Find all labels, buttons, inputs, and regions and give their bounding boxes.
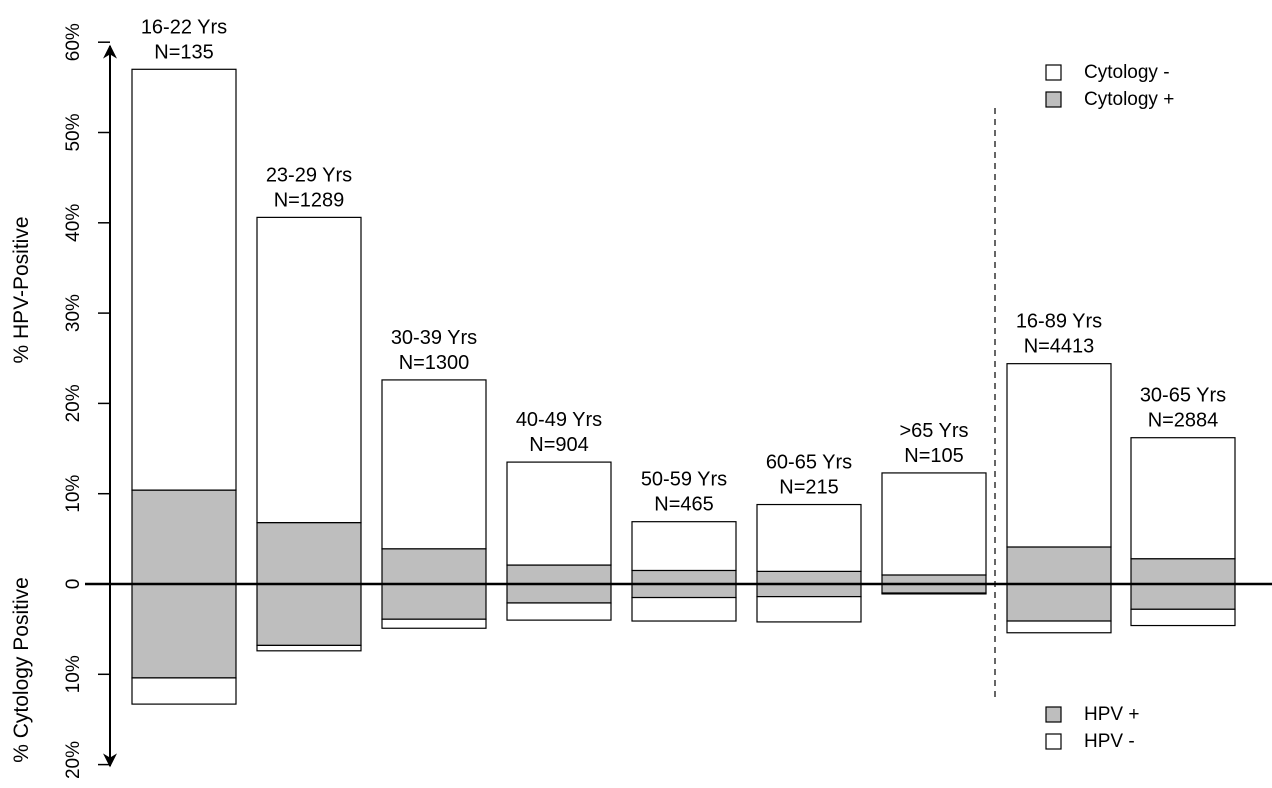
bar-hpv-negative: [131, 677, 237, 705]
lower-axis-title: % Cytology Positive: [10, 577, 33, 763]
legend-swatch: [1045, 91, 1062, 108]
bar-cytology-negative: [381, 379, 487, 550]
bars-group: [131, 68, 1236, 705]
bar-hpv-positive: [131, 583, 237, 679]
bar-age-label: 40-49 Yrs: [516, 409, 602, 431]
y-tick-label: 10%: [63, 475, 84, 513]
y-tick-label: 0: [63, 579, 84, 590]
bar-cytology-negative: [131, 68, 237, 491]
y-tick-label: 20%: [63, 741, 84, 779]
bar-hpv-positive: [756, 583, 862, 598]
bar-n-label: N=1300: [399, 352, 470, 374]
bar-age-label: 16-22 Yrs: [141, 16, 227, 38]
bar-n-label: N=904: [529, 434, 589, 456]
bar-cytology-negative: [1130, 437, 1236, 560]
legend-label: HPV +: [1084, 704, 1139, 725]
legend-label: Cytology -: [1084, 62, 1170, 83]
legend-label: HPV -: [1084, 731, 1135, 752]
bar-cytology-negative: [1006, 363, 1112, 548]
bar-hpv-positive: [506, 583, 612, 604]
bar-hpv-positive: [381, 583, 487, 620]
bar-age-label: 16-89 Yrs: [1016, 311, 1102, 333]
bar-hpv-positive: [256, 583, 362, 647]
bar-cytology-positive: [631, 569, 737, 585]
bar-cytology-positive: [756, 570, 862, 585]
bar-cytology-positive: [881, 574, 987, 585]
bar-cytology-negative: [256, 216, 362, 524]
bar-hpv-negative: [1130, 608, 1236, 627]
bar-labels-group: 16-22 Yrs N=135 23-29 Yrs N=1289 30-39 Yrs N=…: [141, 16, 1226, 515]
bar-hpv-negative: [756, 596, 862, 623]
bar-age-label: 50-59 Yrs: [641, 469, 727, 491]
legend-label: Cytology +: [1084, 89, 1174, 110]
bar-cytology-negative: [506, 461, 612, 566]
bar-age-label: >65 Yrs: [899, 420, 968, 442]
y-tick-label: 30%: [63, 294, 84, 332]
bar-age-label: 23-29 Yrs: [266, 164, 352, 186]
bar-n-label: N=4413: [1024, 336, 1095, 358]
bar-n-label: N=105: [904, 445, 964, 467]
bar-age-label: 30-65 Yrs: [1140, 385, 1226, 407]
legend-swatch: [1045, 733, 1062, 750]
bar-cytology-positive: [506, 564, 612, 585]
y-tick-label: 50%: [63, 113, 84, 151]
bar-age-label: 60-65 Yrs: [766, 452, 852, 474]
bar-hpv-positive: [1006, 583, 1112, 622]
bar-cytology-negative: [631, 521, 737, 572]
bar-hpv-positive: [631, 583, 737, 599]
bar-cytology-positive: [1006, 546, 1112, 585]
bar-cytology-positive: [256, 521, 362, 585]
bar-n-label: N=215: [779, 477, 839, 499]
y-tick-label: 10%: [63, 655, 84, 693]
bar-hpv-negative: [631, 596, 737, 622]
bar-hpv-negative: [881, 592, 987, 595]
bar-hpv-negative: [381, 618, 487, 629]
bar-hpv-negative: [506, 602, 612, 621]
bar-cytology-positive: [381, 548, 487, 585]
bar-hpv-negative: [1006, 620, 1112, 634]
bar-hpv-negative: [256, 644, 362, 652]
bar-n-label: N=1289: [274, 189, 345, 211]
bar-cytology-negative: [881, 472, 987, 576]
bar-age-label: 30-39 Yrs: [391, 327, 477, 349]
legend-swatch: [1045, 64, 1062, 81]
bar-cytology-positive: [1130, 558, 1236, 585]
y-tick-label: 40%: [63, 204, 84, 242]
bar-hpv-positive: [1130, 583, 1236, 610]
bar-cytology-negative: [756, 503, 862, 572]
y-axis: 0 10% 20% 30% 40% 50% 60% 10% 20%: [63, 23, 110, 779]
y-tick-label: 20%: [63, 384, 84, 422]
bar-n-label: N=465: [654, 494, 714, 516]
bar-hpv-positive: [881, 583, 987, 594]
legend-upper: Cytology - Cytology +: [1045, 62, 1174, 110]
bar-n-label: N=2884: [1148, 410, 1219, 432]
bar-cytology-positive: [131, 489, 237, 585]
y-tick-label: 60%: [63, 23, 84, 61]
legend-swatch: [1045, 706, 1062, 723]
legend-lower: HPV + HPV -: [1045, 704, 1139, 752]
bar-n-label: N=135: [154, 41, 214, 63]
upper-axis-title: % HPV-Positive: [10, 216, 33, 363]
